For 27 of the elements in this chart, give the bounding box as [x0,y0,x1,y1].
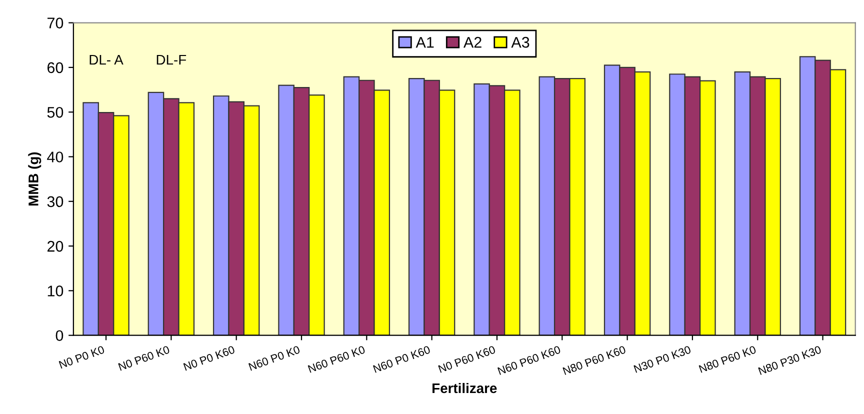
x-tick-label: N80 P60 K60 [562,345,626,376]
y-tick-label: 0 [56,330,64,342]
y-tick-label: 50 [47,106,64,118]
x-tick-label: N60 P0 K0 [248,345,300,371]
x-axis-title: Fertilizare [432,382,497,394]
x-tick-label: N0 P0 K60 [183,345,236,371]
x-tick-label: N0 P0 K0 [58,345,105,369]
y-tick-label: 70 [48,18,64,28]
legend-label: A3 [511,36,530,48]
x-tick-label: N60 P60 K60 [497,345,561,376]
x-tick-label: N60 P0 K60 [372,345,431,373]
y-tick-label: 60 [48,62,64,74]
legend-label: A2 [463,36,482,48]
x-tick-label: N0 P60 K60 [438,345,496,373]
y-tick-label: 40 [47,152,64,162]
x-tick-label: N0 P60 K0 [118,345,170,371]
legend-label: A1 [416,37,434,48]
x-tick-label: N80 P60 K0 [698,345,756,373]
y-axis-title: MMB (g) [28,152,42,206]
x-tick-label: N80 P30 K30 [758,345,822,376]
x-tick-label: N60 P60 K0 [308,345,366,373]
x-tick-label: N30 P0 K30 [634,345,692,373]
y-tick-label: 20 [47,240,64,252]
annotation: DL- A [90,54,124,65]
y-tick-label: 10 [48,286,64,296]
y-tick-label: 30 [47,196,64,208]
annotation: DL-F [156,54,186,65]
